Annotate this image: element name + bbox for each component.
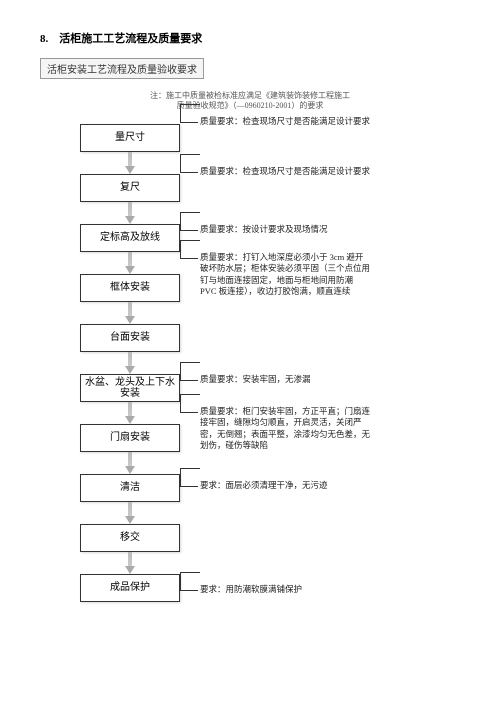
flow-node: 定标高及放线	[80, 224, 180, 252]
flow-arrow	[80, 252, 180, 274]
flow-node: 清洁	[80, 474, 180, 502]
callout-note: 要求：面层必须清理干净，无污迹	[200, 480, 370, 491]
callout-note: 要求：用防潮软膜满铺保护	[200, 584, 370, 595]
section-heading: 8. 活柜施工工艺流程及质量要求	[40, 30, 460, 46]
flow-step: 成品保护 要求：用防潮软膜满铺保护	[80, 574, 460, 602]
callout-note: 质量要求：检查现场尺寸是否能满足设计要求	[200, 116, 370, 127]
callout-text: 要求：面层必须清理干净，无污迹	[200, 480, 328, 490]
callout-text: 要求：用防潮软膜满铺保护	[200, 584, 302, 594]
callout-note: 质量要求：安装牢固，无渗漏	[200, 374, 370, 385]
flow-arrow	[80, 352, 180, 374]
callout-note: 质量要求：检查现场尺寸是否能满足设计要求	[200, 166, 370, 177]
callout-text: 质量要求：按设计要求及现场情况	[200, 224, 328, 234]
flow-step: 定标高及放线 质量要求：按设计要求及现场情况	[80, 224, 460, 252]
flowchart: 量尺寸质量要求：检查现场尺寸是否能满足设计要求复尺质量要求：检查现场尺寸是否能满…	[80, 124, 460, 602]
flow-step: 台面安装	[80, 324, 460, 352]
flow-arrow	[80, 302, 180, 324]
flow-step: 门扇安装质量要求：柜门安装牢固，方正平直；门扇连接牢固，缝隙均匀顺直，开启灵活，…	[80, 424, 460, 452]
callout-note: 质量要求：按设计要求及现场情况	[200, 224, 370, 235]
flow-node: 量尺寸	[80, 124, 180, 152]
flow-step: 框体安装质量要求：打钉入地深度必须小于 3cm 避开破坏防水层；柜体安装必须平固…	[80, 274, 460, 302]
subtitle-box: 活柜安装工艺流程及质量验收要求	[40, 58, 204, 79]
callout-text: 质量要求：打钉入地深度必须小于 3cm 避开破坏防水层；柜体安装必须平固（三个点…	[200, 252, 370, 296]
callout-note: 质量要求：打钉入地深度必须小于 3cm 避开破坏防水层；柜体安装必须平固（三个点…	[200, 252, 370, 298]
flow-step: 复尺质量要求：检查现场尺寸是否能满足设计要求	[80, 174, 460, 202]
flow-step: 清洁 要求：面层必须清理干净，无污迹	[80, 474, 460, 502]
callout-text: 质量要求：检查现场尺寸是否能满足设计要求	[200, 116, 370, 126]
flow-node: 门扇安装	[80, 424, 180, 452]
flow-node: 复尺	[80, 174, 180, 202]
flow-step: 水盆、龙头及上下水安装 质量要求：安装牢固，无渗漏	[80, 374, 460, 402]
flow-step: 量尺寸质量要求：检查现场尺寸是否能满足设计要求	[80, 124, 460, 152]
flow-node: 水盆、龙头及上下水安装	[80, 374, 180, 402]
flow-arrow	[80, 552, 180, 574]
flow-node: 框体安装	[80, 274, 180, 302]
flow-arrow	[80, 502, 180, 524]
flow-arrow	[80, 402, 180, 424]
flow-step: 移交	[80, 524, 460, 552]
callout-text: 质量要求：柜门安装牢固，方正平直；门扇连接牢固，缝隙均匀顺直，开启灵活，关闭严密…	[200, 406, 370, 450]
top-note: 注：施工中质量被检标准应满足《建筑装饰装修工程施工 质量验收规范》（—09602…	[140, 91, 360, 112]
flow-arrow	[80, 452, 180, 474]
flow-arrow	[80, 152, 180, 174]
top-note-line1: 注：施工中质量被检标准应满足《建筑装饰装修工程施工	[150, 91, 350, 100]
top-note-line2: 质量验收规范》（—0960210-2001）的要求	[177, 101, 324, 110]
callout-text: 质量要求：检查现场尺寸是否能满足设计要求	[200, 166, 370, 176]
flow-node: 移交	[80, 524, 180, 552]
callout-text: 质量要求：安装牢固，无渗漏	[200, 374, 311, 384]
flow-node: 成品保护	[80, 574, 180, 602]
flow-arrow	[80, 202, 180, 224]
callout-note: 质量要求：柜门安装牢固，方正平直；门扇连接牢固，缝隙均匀顺直，开启灵活，关闭严密…	[200, 406, 370, 452]
flow-node: 台面安装	[80, 324, 180, 352]
